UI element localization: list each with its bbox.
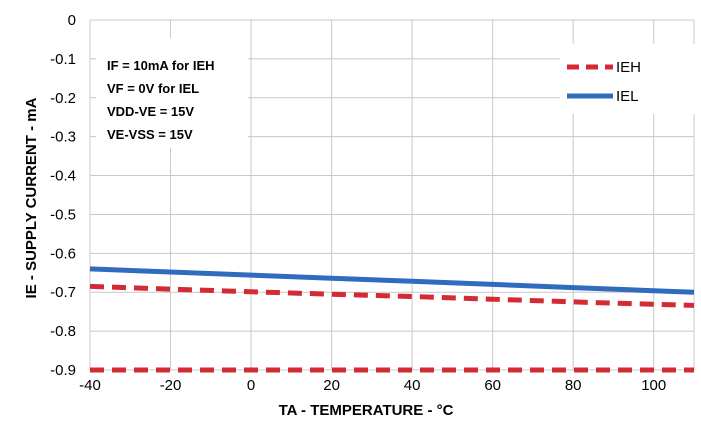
- condition-vdd-ve: VDD-VE = 15V: [107, 104, 194, 119]
- y-tick-label: -0.9: [50, 362, 76, 379]
- condition-if: IF = 10mA for IEH: [107, 58, 215, 73]
- x-tick-label: -20: [160, 377, 182, 394]
- y-tick-label: -0.5: [50, 206, 76, 223]
- y-tick-label: -0.4: [50, 168, 76, 185]
- conditions-box: IF = 10mA for IEH VF = 0V for IEL VDD-VE…: [96, 38, 248, 148]
- x-tick-label: 20: [323, 377, 340, 394]
- legend-label-iel: IEL: [616, 88, 639, 105]
- x-tick-label: 40: [404, 377, 421, 394]
- series-line-ieh: [89, 283, 695, 308]
- x-tick-label: 80: [565, 377, 582, 394]
- x-tick-label: 100: [641, 377, 666, 394]
- y-tick-label: -0.1: [50, 51, 76, 68]
- condition-vf: VF = 0V for IEL: [107, 81, 199, 96]
- tick-labels: 0 -0.1 -0.2 -0.3 -0.4 -0.5 -0.6 -0.7 -0.8 -0.9-40…: [50, 12, 666, 394]
- y-tick-label: 0: [68, 12, 76, 29]
- legend: IEH IEL: [560, 44, 696, 114]
- conditions-box-bg: [96, 38, 248, 148]
- x-tick-label: -40: [79, 377, 101, 394]
- series-line-iel: [89, 266, 695, 295]
- x-tick-label: 0: [247, 377, 255, 394]
- y-axis-title: IE - SUPPLY CURRENT - mA: [23, 97, 40, 298]
- y-tick-label: -0.8: [50, 323, 76, 340]
- y-tick-label: -0.6: [50, 245, 76, 262]
- x-tick-label: 60: [484, 377, 501, 394]
- legend-label-ieh: IEH: [616, 59, 641, 76]
- y-tick-label: -0.7: [50, 284, 76, 301]
- y-tick-label: -0.2: [50, 90, 76, 107]
- series-group: [89, 266, 695, 373]
- y-tick-label: -0.3: [50, 129, 76, 146]
- condition-ve-vss: VE-VSS = 15V: [107, 127, 193, 142]
- legend-bg: [560, 44, 696, 114]
- x-axis-title: TA - TEMPERATURE - °C: [279, 402, 454, 419]
